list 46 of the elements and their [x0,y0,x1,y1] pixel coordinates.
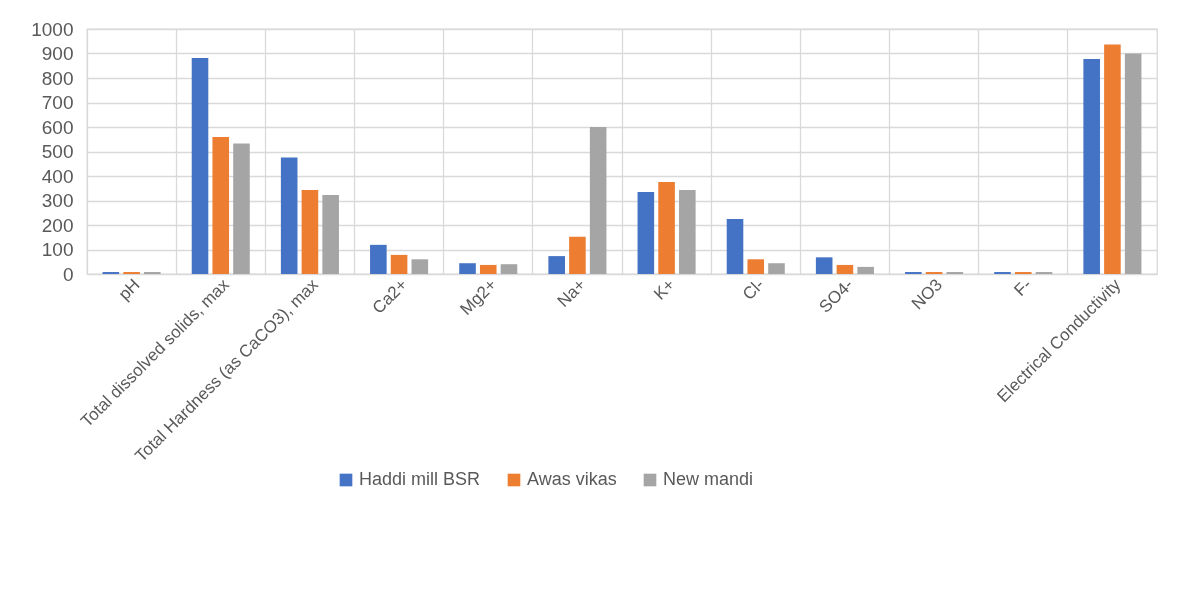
bar [836,264,854,274]
bar [212,137,230,274]
bar [1104,44,1121,274]
y-tick-label: 100 [41,239,74,260]
x-tick-label: F- [1010,275,1036,300]
bar [726,219,744,274]
bar [815,257,833,274]
legend-label: Haddi mill BSR [359,469,481,489]
bar [322,195,339,274]
y-tick-label: 400 [41,165,74,187]
bar [857,266,874,274]
y-tick-label: 700 [41,92,74,113]
bar [747,259,765,274]
bar [301,189,319,274]
y-tick-label: 800 [41,67,74,89]
x-tick-label: K+ [650,275,679,304]
x-tick-label: pH [114,275,144,304]
bar [479,264,497,274]
bar [191,57,209,274]
bar [233,143,250,274]
bar [1124,53,1142,274]
y-tick-label: 900 [41,43,74,64]
bar [1083,58,1100,274]
bar [500,264,518,274]
bar [280,157,298,274]
bar [637,191,655,274]
legend-label: New mandi [663,469,754,489]
x-tick-label: Na+ [553,275,590,311]
bar [411,259,429,274]
y-tick-label: 200 [41,214,74,236]
y-tick-label: 600 [41,116,74,138]
bar [370,244,387,274]
bar [768,263,785,274]
bar [548,256,565,274]
y-tick-label: 0 [62,263,74,285]
y-tick-label: 500 [41,141,74,162]
bar [658,181,675,274]
legend-label: Awas vikas [527,469,617,489]
y-tick-label: 300 [41,190,74,211]
x-tick-label: Cl- [738,275,768,304]
bar [569,236,586,274]
bar [679,189,696,274]
bar [390,254,408,274]
y-tick-label: 1000 [31,18,74,40]
bar [589,127,607,274]
bar [459,263,476,274]
